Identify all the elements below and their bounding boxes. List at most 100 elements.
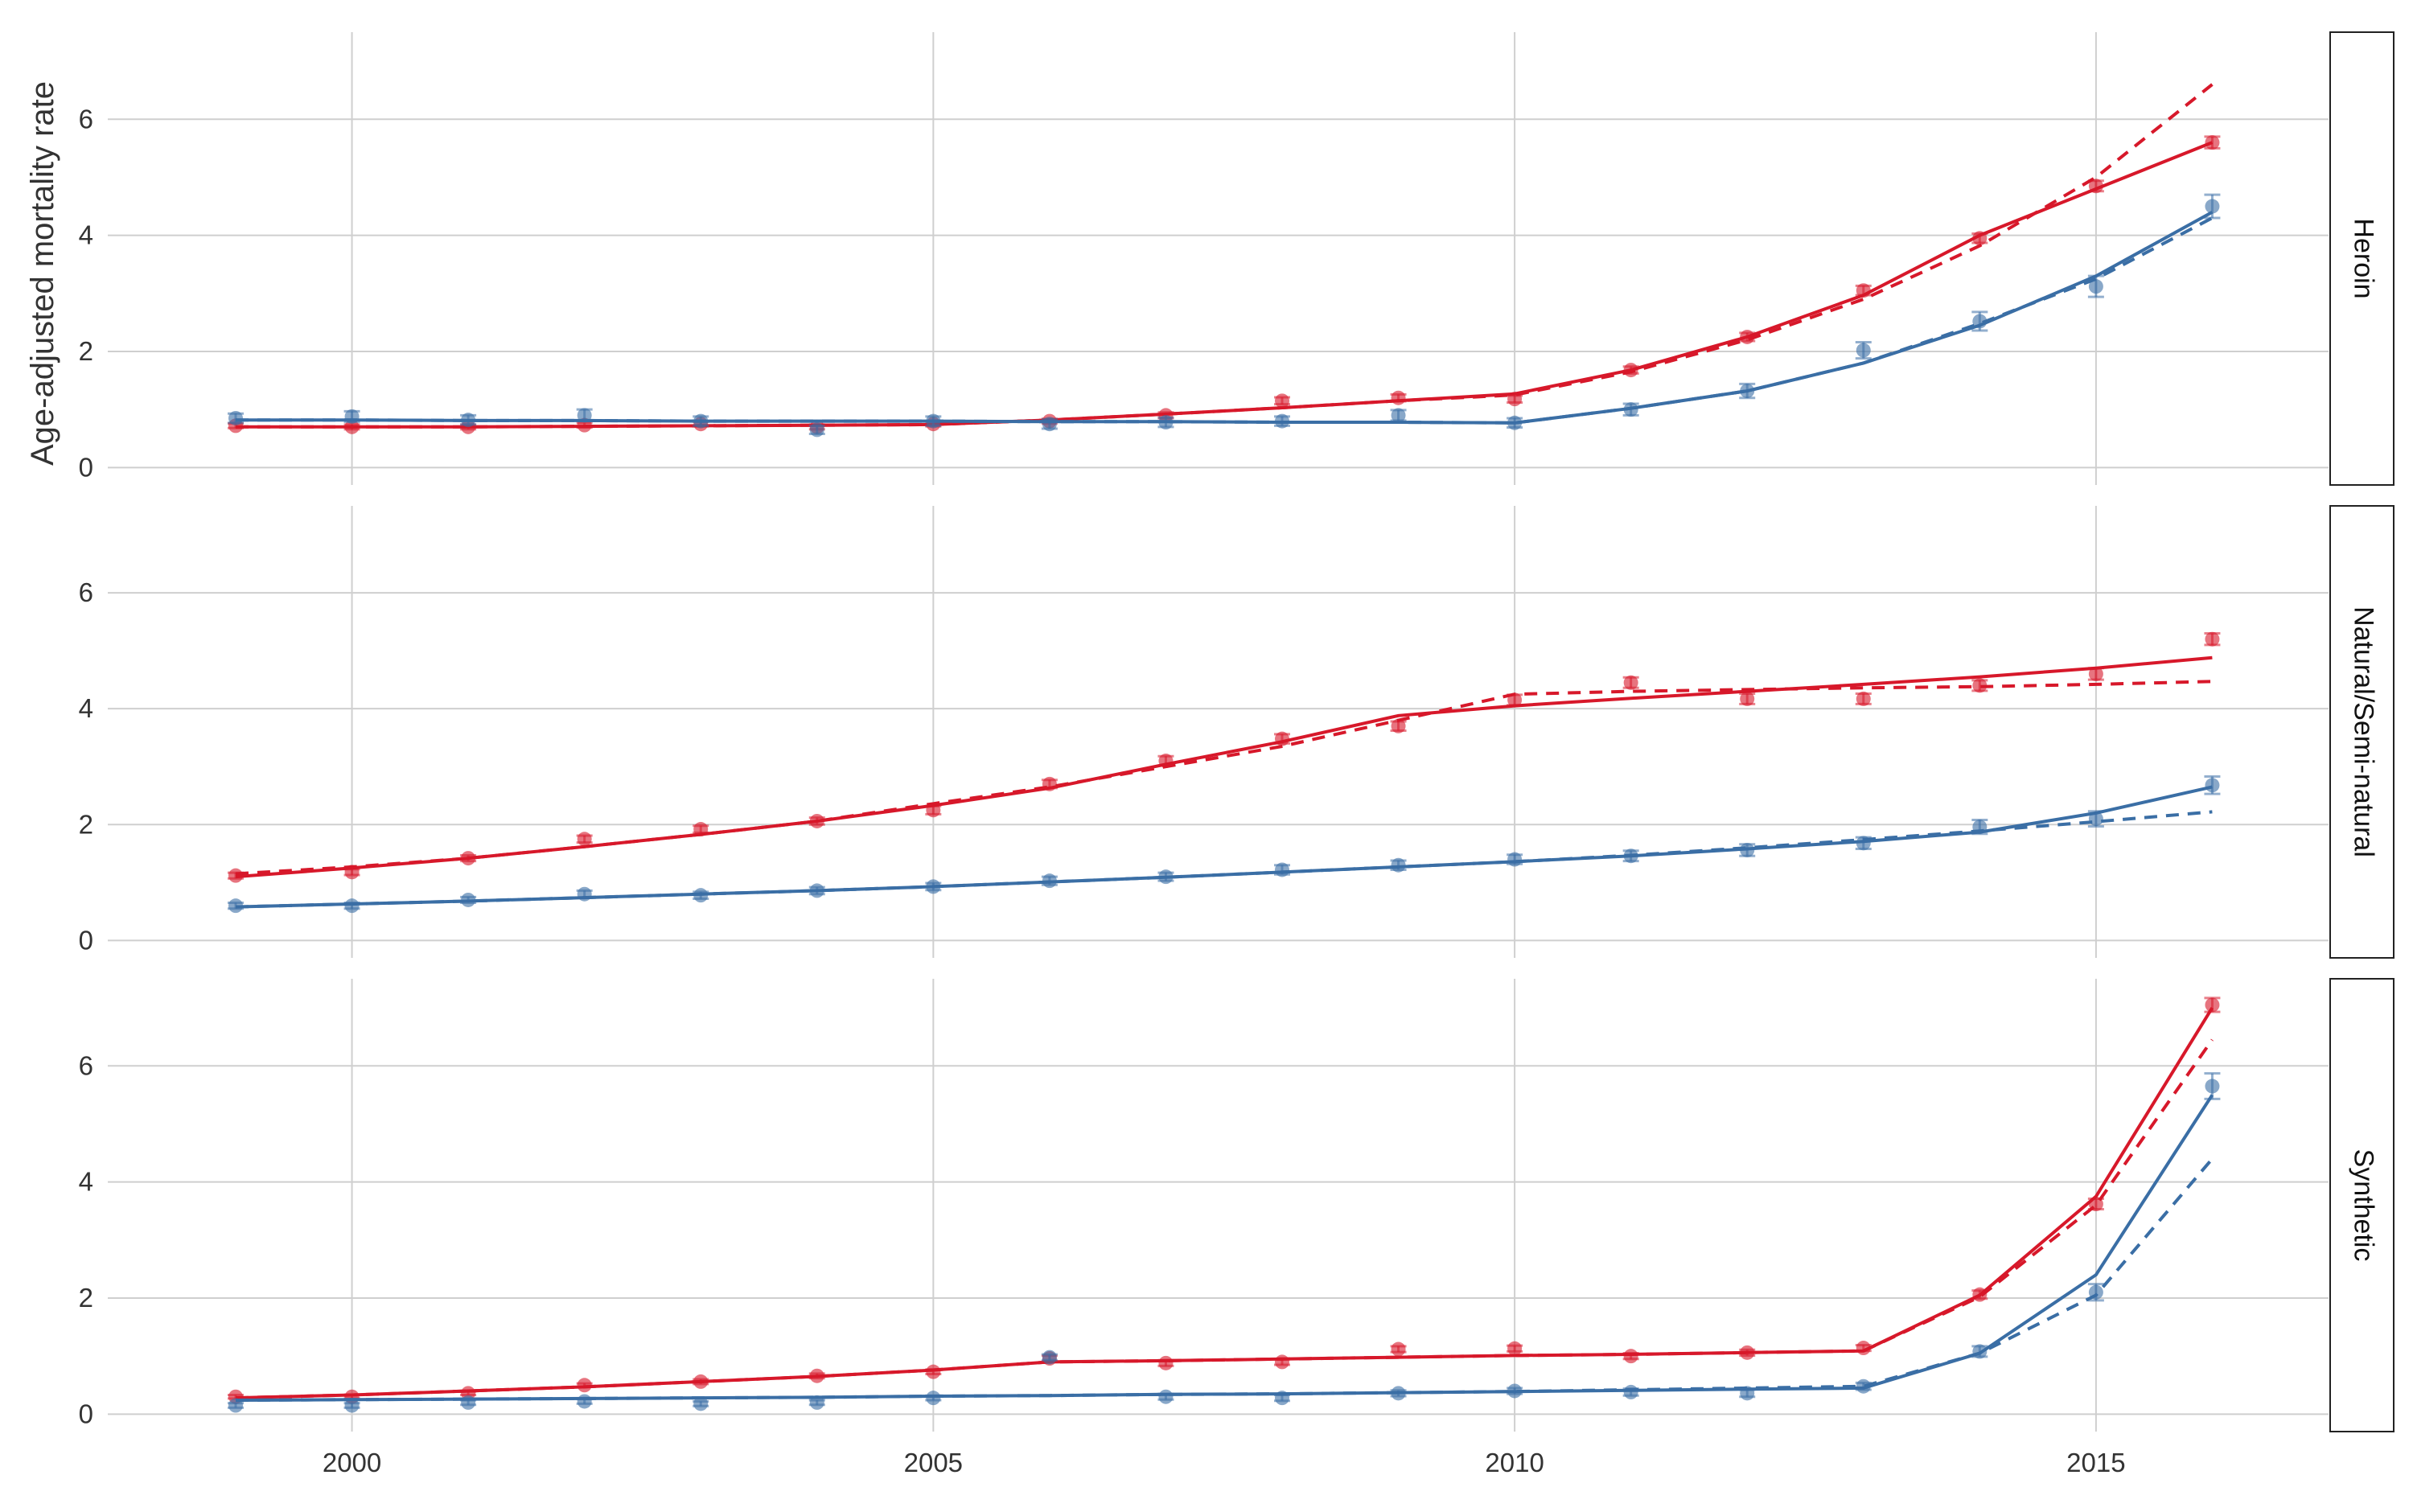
- data-point-blue: [577, 1394, 592, 1409]
- data-point-red: [1391, 390, 1406, 405]
- data-point-blue: [577, 886, 592, 902]
- data-point-red: [577, 832, 592, 847]
- fit-solid-line-blue: [235, 785, 2213, 909]
- data-point-blue: [1856, 343, 1871, 358]
- data-point-blue: [1972, 820, 1988, 835]
- facet-label-natural-semi-natural: Natural/Semi-natural: [2349, 606, 2379, 857]
- facet-strip-heroin: [2329, 31, 2395, 486]
- facet-label-synthetic: Synthetic: [2349, 1149, 2379, 1262]
- data-point-blue: [1042, 1350, 1057, 1365]
- data-point-red: [2205, 997, 2220, 1013]
- data-point-red: [1972, 678, 1988, 693]
- data-point-blue: [1972, 314, 1988, 329]
- data-point-red: [1740, 691, 1755, 706]
- fit-solid-line-blue: [235, 1094, 2214, 1402]
- data-point-blue: [1042, 417, 1057, 432]
- data-point-red: [461, 851, 476, 866]
- fit-solid-line-red: [235, 1007, 2214, 1400]
- y-tick-label: 0: [79, 925, 93, 955]
- data-point-red: [2205, 631, 2220, 647]
- fit-solid-line-blue: [236, 211, 2214, 425]
- data-point-red: [1275, 731, 1290, 746]
- data-point-red: [926, 803, 941, 818]
- data-point-red: [1275, 1354, 1290, 1370]
- data-point-blue: [1856, 1378, 1871, 1394]
- data-point-red: [2088, 179, 2103, 194]
- data-point-blue: [344, 409, 360, 424]
- data-point-blue: [809, 883, 824, 898]
- data-point-blue: [693, 888, 709, 903]
- y-tick-label: 2: [79, 336, 93, 366]
- data-point-blue: [2088, 811, 2103, 827]
- data-point-blue: [577, 408, 592, 423]
- data-point-red: [1507, 392, 1523, 407]
- series-layer: [228, 83, 2221, 1413]
- data-point-red: [1391, 718, 1406, 733]
- data-point-blue: [1391, 1386, 1406, 1401]
- data-point-blue: [228, 1398, 244, 1413]
- data-point-red: [228, 868, 244, 883]
- data-point-blue: [1740, 1386, 1755, 1401]
- x-tick-label: 2000: [323, 1448, 381, 1477]
- fit-dashed-line-red: [235, 680, 2213, 876]
- fit-dashed-line-blue: [235, 810, 2213, 909]
- x-tick-label: 2010: [1485, 1448, 1544, 1477]
- data-point-blue: [1972, 1344, 1988, 1359]
- y-tick-label: 6: [79, 104, 93, 134]
- y-tick-label: 0: [79, 1399, 93, 1428]
- data-point-red: [926, 1364, 941, 1379]
- data-point-red: [1275, 393, 1290, 409]
- data-point-blue: [1507, 852, 1523, 867]
- data-point-red: [2205, 135, 2220, 150]
- data-point-red: [1740, 329, 1755, 344]
- y-tick-label: 4: [79, 220, 93, 250]
- data-point-blue: [809, 1395, 824, 1410]
- data-point-blue: [693, 1396, 709, 1411]
- data-point-blue: [2088, 279, 2103, 294]
- tick-label-layer: 0 2 4 6 0 2 4 6 0 2 4 6 2000 2005 2010 2015: [79, 104, 2126, 1477]
- data-point-blue: [1740, 842, 1755, 857]
- data-point-blue: [1740, 384, 1755, 399]
- y-tick-label: 4: [79, 1167, 93, 1197]
- data-point-blue: [926, 1391, 941, 1406]
- data-point-red: [344, 419, 360, 434]
- fit-dashed-line-red: [235, 1038, 2214, 1400]
- data-point-blue: [228, 410, 244, 425]
- facet-strip-synthetic: [2329, 978, 2395, 1432]
- data-point-blue: [1623, 1384, 1638, 1399]
- data-point-blue: [809, 422, 824, 438]
- data-point-red: [1623, 1349, 1638, 1364]
- data-point-red: [693, 1374, 709, 1389]
- data-point-red: [1158, 754, 1174, 769]
- data-point-red: [1391, 1341, 1406, 1357]
- data-point-red: [1623, 363, 1638, 378]
- facet-label-heroin: Heroin: [2349, 218, 2379, 298]
- data-point-blue: [2205, 778, 2220, 793]
- data-point-blue: [1856, 836, 1871, 851]
- data-point-blue: [1275, 862, 1290, 877]
- y-axis-title: Age-adjusted mortality rate: [25, 81, 60, 466]
- y-tick-label: 6: [79, 577, 93, 607]
- data-point-blue: [2205, 199, 2220, 214]
- y-tick-label: 4: [79, 693, 93, 723]
- data-point-red: [1856, 283, 1871, 298]
- data-point-blue: [1275, 1391, 1290, 1406]
- data-point-red: [577, 1378, 592, 1393]
- data-point-blue: [461, 1395, 476, 1410]
- x-tick-label: 2005: [904, 1448, 963, 1477]
- data-point-red: [809, 1368, 824, 1383]
- data-point-blue: [2088, 1284, 2103, 1300]
- data-point-red: [1972, 1287, 1988, 1302]
- data-point-red: [2088, 1197, 2103, 1212]
- data-point-red: [1158, 1355, 1174, 1370]
- data-point-blue: [228, 898, 244, 914]
- fit-solid-line-red: [235, 655, 2213, 879]
- data-point-blue: [1391, 857, 1406, 873]
- data-point-blue: [1623, 402, 1638, 417]
- y-tick-label: 6: [79, 1050, 93, 1080]
- fit-dashed-line-blue: [236, 216, 2214, 425]
- data-point-blue: [926, 879, 941, 894]
- data-point-blue: [1507, 415, 1523, 430]
- y-tick-label: 0: [79, 452, 93, 482]
